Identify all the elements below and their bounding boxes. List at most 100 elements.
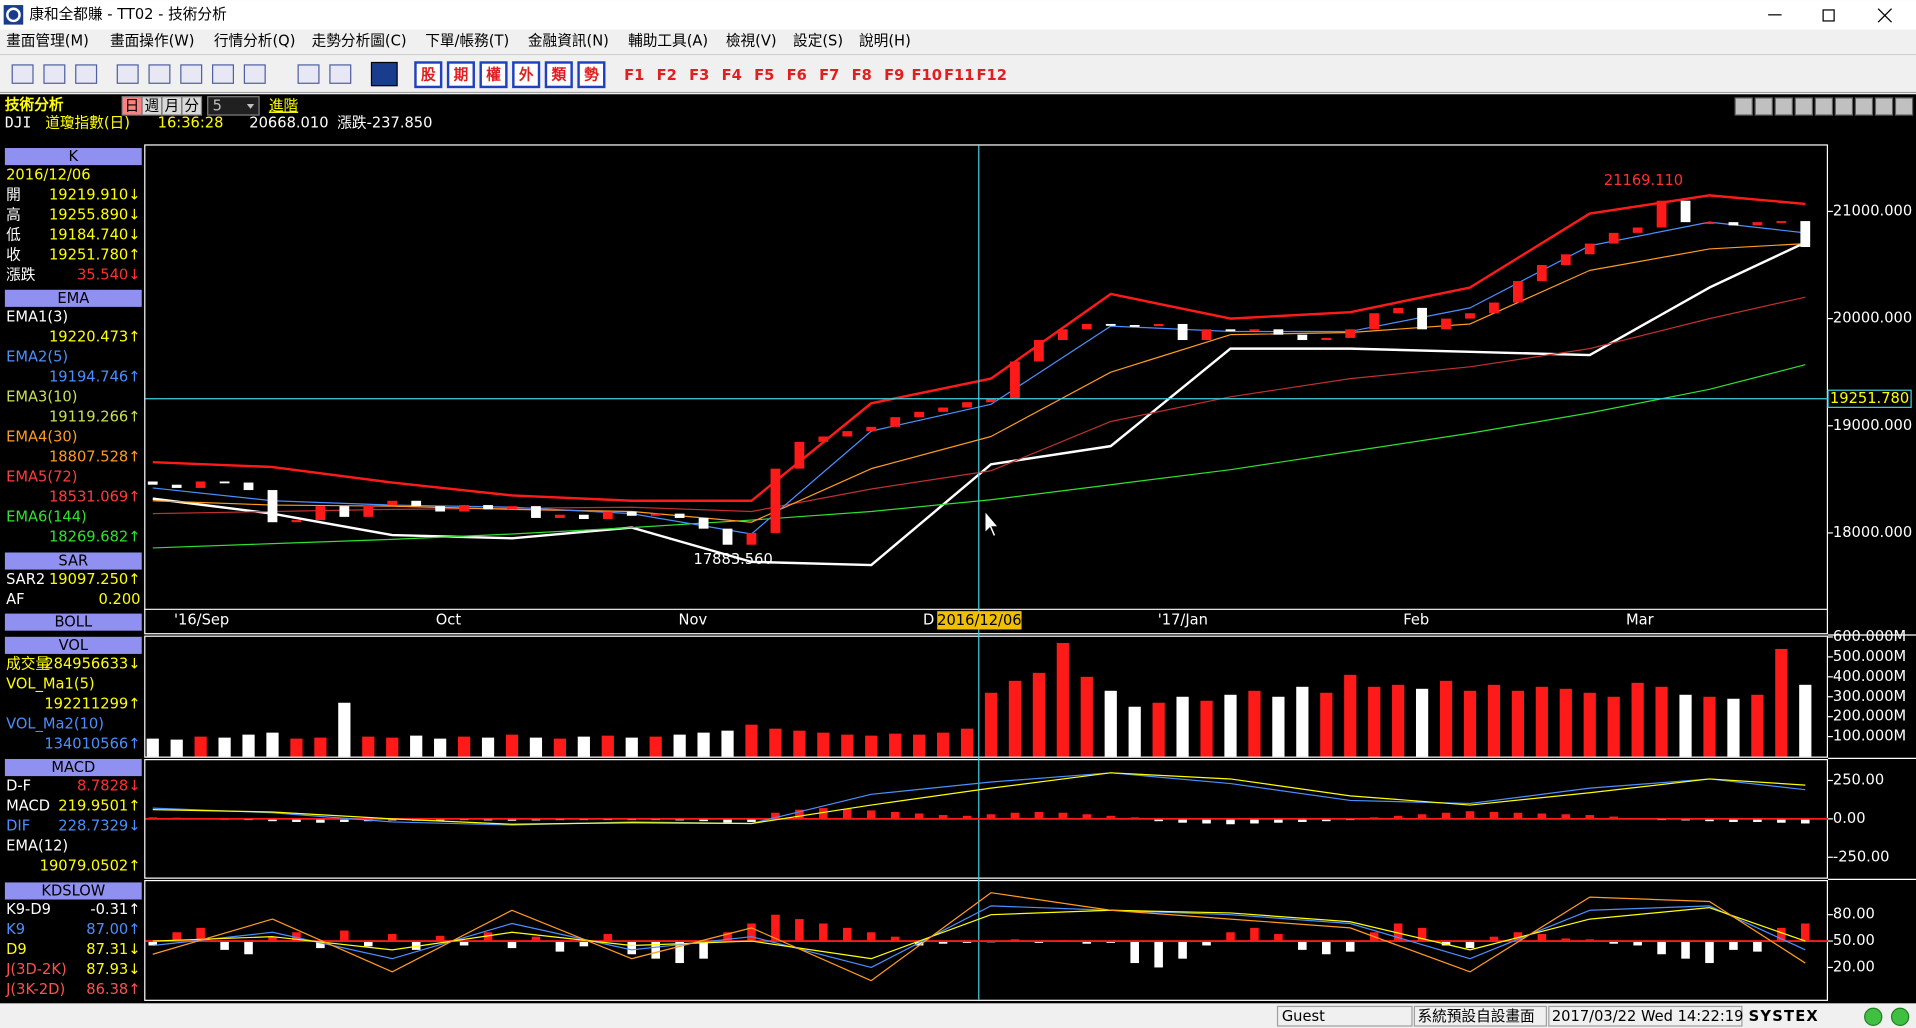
- market-button[interactable]: [479, 61, 508, 89]
- menu-item[interactable]: 下單/帳務(T): [425, 33, 509, 50]
- volume-bar: [1727, 698, 1740, 757]
- toolbar-icon[interactable]: [297, 64, 320, 84]
- y-tick-label: -250.00: [1833, 848, 1890, 865]
- maximize-button[interactable]: [1822, 9, 1835, 22]
- menu-item[interactable]: 畫面管理(M): [6, 33, 89, 50]
- candle: [746, 532, 757, 545]
- section-header[interactable]: [4, 882, 142, 900]
- volume-bar: [266, 732, 279, 757]
- chart-tool[interactable]: [1734, 97, 1753, 116]
- function-key[interactable]: F10: [912, 67, 942, 84]
- chart-tool[interactable]: [1874, 97, 1894, 116]
- toolbar-icon[interactable]: [75, 64, 98, 84]
- chart-tool[interactable]: [1834, 97, 1854, 116]
- dropdown-arrow: [246, 104, 255, 109]
- y-tick-label: 80.00: [1833, 906, 1875, 923]
- chart-tool[interactable]: [1774, 97, 1793, 116]
- chart-tool[interactable]: [1754, 97, 1773, 116]
- function-key[interactable]: F5: [754, 67, 774, 84]
- chart-tool[interactable]: [1794, 97, 1813, 116]
- candle: [1129, 325, 1140, 327]
- toolbar-icon[interactable]: [370, 61, 398, 87]
- histogram-bar: [364, 941, 373, 947]
- section-header[interactable]: [4, 636, 142, 654]
- histogram-bar: [1801, 923, 1810, 942]
- candle: [1057, 329, 1068, 341]
- function-key[interactable]: F1: [624, 67, 644, 84]
- market-button[interactable]: [446, 61, 475, 89]
- market-button[interactable]: [544, 61, 573, 89]
- menu-item[interactable]: 設定(S): [793, 33, 843, 50]
- menu-item[interactable]: 金融資訊(N): [528, 33, 609, 50]
- market-button[interactable]: [414, 61, 443, 89]
- histogram-bar: [1753, 818, 1762, 822]
- histogram-bar: [1034, 811, 1044, 819]
- section-header[interactable]: [4, 148, 142, 166]
- candle: [507, 506, 517, 510]
- chart-tool[interactable]: [1854, 97, 1874, 116]
- function-key[interactable]: F11: [944, 67, 974, 84]
- function-key[interactable]: F2: [657, 67, 677, 84]
- toolbar-icon[interactable]: [212, 64, 235, 84]
- chart-tool[interactable]: [1814, 97, 1834, 116]
- function-key[interactable]: F12: [977, 67, 1007, 84]
- toolbar-icon[interactable]: [180, 64, 203, 84]
- toolbar-icon[interactable]: [243, 64, 266, 84]
- advanced-link[interactable]: 進階: [269, 97, 299, 114]
- menu-item[interactable]: 行情分析(Q): [214, 33, 296, 50]
- menu-item[interactable]: 檢視(V): [726, 33, 777, 50]
- function-key[interactable]: F7: [819, 67, 839, 84]
- function-key[interactable]: F8: [852, 67, 872, 84]
- histogram-bar: [819, 923, 828, 942]
- histogram-bar: [316, 941, 325, 949]
- section-header[interactable]: [4, 758, 142, 777]
- volume-bar: [1703, 696, 1716, 757]
- period-button[interactable]: [181, 96, 203, 116]
- histogram-bar: [699, 941, 708, 959]
- volume-bar: [1559, 688, 1572, 757]
- volume-bar: [1200, 700, 1213, 757]
- volume-bar: [1344, 674, 1357, 757]
- toolbar-icon[interactable]: [43, 64, 66, 84]
- candle: [531, 506, 541, 518]
- indicator-label: 成交量: [6, 654, 50, 672]
- menu-item[interactable]: 說明(H): [859, 33, 911, 50]
- toolbar-icon[interactable]: [116, 64, 139, 84]
- candle: [1105, 323, 1116, 326]
- function-key[interactable]: F3: [689, 67, 709, 84]
- section-header[interactable]: [4, 613, 142, 631]
- indicator-value: 8.7828↓: [77, 777, 141, 794]
- volume-bar: [673, 734, 686, 757]
- histogram-bar: [1202, 941, 1211, 946]
- function-key[interactable]: F9: [884, 67, 904, 84]
- indicator-label: K9: [6, 921, 25, 938]
- function-key[interactable]: F6: [787, 67, 807, 84]
- toolbar-icon[interactable]: [148, 64, 171, 84]
- histogram-bar: [220, 941, 229, 950]
- minutes-select[interactable]: [207, 96, 260, 116]
- market-button[interactable]: [577, 61, 606, 89]
- function-key[interactable]: F4: [722, 67, 742, 84]
- section-header[interactable]: [4, 552, 142, 570]
- period-label: 週: [145, 97, 160, 114]
- indicator-label: MACD: [6, 798, 50, 815]
- volume-bar: [1008, 680, 1022, 757]
- volume-bar: [1799, 684, 1812, 757]
- histogram-bar: [340, 818, 349, 822]
- candle: [1728, 222, 1739, 226]
- histogram-bar: [316, 818, 325, 823]
- market-button[interactable]: [512, 61, 541, 89]
- volume-bar: [1775, 648, 1788, 757]
- candle: [387, 500, 398, 506]
- chart-tool[interactable]: [1894, 97, 1914, 116]
- indicator-line: [152, 892, 1806, 982]
- menu-item[interactable]: 走勢分析圖(C): [312, 33, 407, 50]
- toolbar-icon[interactable]: [329, 64, 352, 84]
- section-header[interactable]: [4, 289, 142, 307]
- histogram-bar: [1345, 941, 1355, 952]
- close-button[interactable]: [1877, 8, 1892, 23]
- menu-item[interactable]: 畫面操作(W): [110, 33, 195, 50]
- volume-bar: [1224, 694, 1237, 757]
- toolbar-icon[interactable]: [11, 64, 34, 84]
- menu-item[interactable]: 輔助工具(A): [628, 33, 708, 50]
